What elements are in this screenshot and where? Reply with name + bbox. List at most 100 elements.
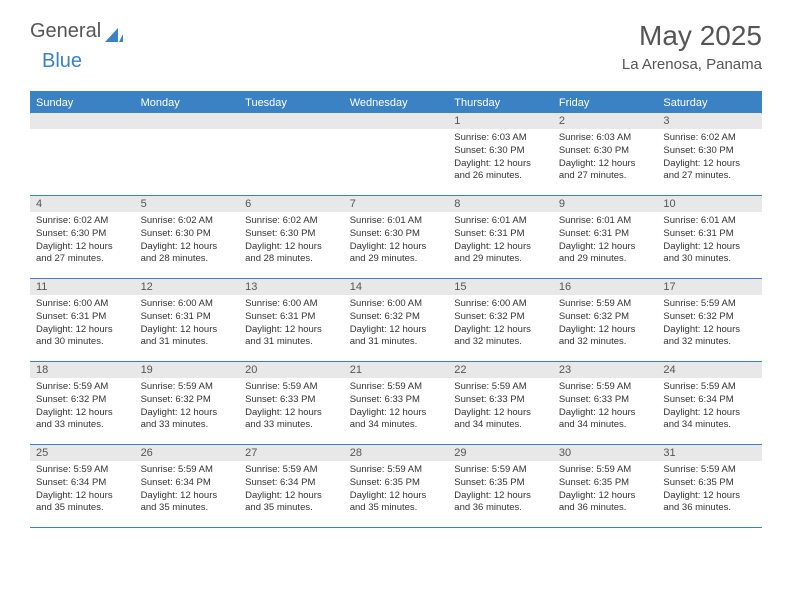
day-details: Sunrise: 6:01 AMSunset: 6:31 PMDaylight:… [657, 212, 762, 269]
empty-day-bar [135, 113, 240, 129]
day-number: 1 [448, 113, 553, 129]
day-cell: 8Sunrise: 6:01 AMSunset: 6:31 PMDaylight… [448, 196, 553, 278]
sunrise-text: Sunrise: 5:59 AM [350, 464, 443, 477]
day-number: 16 [553, 279, 658, 295]
sunrise-text: Sunrise: 6:02 AM [36, 215, 129, 228]
sunrise-text: Sunrise: 5:59 AM [141, 381, 234, 394]
daylight-text: Daylight: 12 hours [245, 490, 338, 503]
sunset-text: Sunset: 6:31 PM [454, 228, 547, 241]
day-details: Sunrise: 6:00 AMSunset: 6:31 PMDaylight:… [239, 295, 344, 352]
day-number: 2 [553, 113, 658, 129]
logo-sail-icon [105, 25, 123, 39]
day-cell: 23Sunrise: 5:59 AMSunset: 6:33 PMDayligh… [553, 362, 658, 444]
sunrise-text: Sunrise: 5:59 AM [559, 464, 652, 477]
sunrise-text: Sunrise: 6:01 AM [350, 215, 443, 228]
daylight-text: Daylight: 12 hours [245, 324, 338, 337]
sunset-text: Sunset: 6:30 PM [141, 228, 234, 241]
daylight-text: Daylight: 12 hours [663, 490, 756, 503]
day-number: 26 [135, 445, 240, 461]
day-number: 9 [553, 196, 658, 212]
day-details: Sunrise: 6:02 AMSunset: 6:30 PMDaylight:… [657, 129, 762, 186]
day-number: 21 [344, 362, 449, 378]
day-cell: 14Sunrise: 6:00 AMSunset: 6:32 PMDayligh… [344, 279, 449, 361]
sunset-text: Sunset: 6:32 PM [559, 311, 652, 324]
empty-day-bar [239, 113, 344, 129]
day-details: Sunrise: 6:01 AMSunset: 6:31 PMDaylight:… [448, 212, 553, 269]
day-cell: 29Sunrise: 5:59 AMSunset: 6:35 PMDayligh… [448, 445, 553, 527]
sunrise-text: Sunrise: 5:59 AM [36, 464, 129, 477]
sunset-text: Sunset: 6:30 PM [559, 145, 652, 158]
daylight-text: Daylight: 12 hours [559, 490, 652, 503]
daylight-text: Daylight: 12 hours [141, 241, 234, 254]
weekday-header-row: Sunday Monday Tuesday Wednesday Thursday… [30, 93, 762, 113]
day-details: Sunrise: 6:02 AMSunset: 6:30 PMDaylight:… [135, 212, 240, 269]
daylight-text: Daylight: 12 hours [454, 490, 547, 503]
daylight-text: Daylight: 12 hours [559, 324, 652, 337]
daylight-text: and 33 minutes. [141, 419, 234, 432]
day-cell: 27Sunrise: 5:59 AMSunset: 6:34 PMDayligh… [239, 445, 344, 527]
day-number: 30 [553, 445, 658, 461]
day-details: Sunrise: 6:00 AMSunset: 6:31 PMDaylight:… [135, 295, 240, 352]
day-cell: 1Sunrise: 6:03 AMSunset: 6:30 PMDaylight… [448, 113, 553, 195]
daylight-text: and 31 minutes. [350, 336, 443, 349]
day-number: 23 [553, 362, 658, 378]
sunset-text: Sunset: 6:32 PM [36, 394, 129, 407]
sunrise-text: Sunrise: 5:59 AM [559, 381, 652, 394]
day-number: 25 [30, 445, 135, 461]
day-cell: 30Sunrise: 5:59 AMSunset: 6:35 PMDayligh… [553, 445, 658, 527]
daylight-text: Daylight: 12 hours [245, 407, 338, 420]
daylight-text: Daylight: 12 hours [559, 241, 652, 254]
day-number: 6 [239, 196, 344, 212]
sunset-text: Sunset: 6:32 PM [663, 311, 756, 324]
daylight-text: and 26 minutes. [454, 170, 547, 183]
day-cell: 12Sunrise: 6:00 AMSunset: 6:31 PMDayligh… [135, 279, 240, 361]
sunset-text: Sunset: 6:35 PM [663, 477, 756, 490]
weekday-header: Monday [135, 93, 240, 113]
daylight-text: and 31 minutes. [141, 336, 234, 349]
day-number: 19 [135, 362, 240, 378]
sunset-text: Sunset: 6:31 PM [141, 311, 234, 324]
daylight-text: and 29 minutes. [559, 253, 652, 266]
day-details: Sunrise: 5:59 AMSunset: 6:34 PMDaylight:… [135, 461, 240, 518]
weeks-container: 1Sunrise: 6:03 AMSunset: 6:30 PMDaylight… [30, 113, 762, 528]
daylight-text: and 33 minutes. [245, 419, 338, 432]
day-number: 12 [135, 279, 240, 295]
empty-day-cell [135, 113, 240, 195]
sunset-text: Sunset: 6:31 PM [663, 228, 756, 241]
week-row: 18Sunrise: 5:59 AMSunset: 6:32 PMDayligh… [30, 362, 762, 445]
sunset-text: Sunset: 6:30 PM [663, 145, 756, 158]
sunset-text: Sunset: 6:34 PM [36, 477, 129, 490]
sunset-text: Sunset: 6:33 PM [454, 394, 547, 407]
sunrise-text: Sunrise: 5:59 AM [245, 464, 338, 477]
daylight-text: and 33 minutes. [36, 419, 129, 432]
sunrise-text: Sunrise: 6:02 AM [663, 132, 756, 145]
sunrise-text: Sunrise: 5:59 AM [663, 464, 756, 477]
day-cell: 28Sunrise: 5:59 AMSunset: 6:35 PMDayligh… [344, 445, 449, 527]
day-details: Sunrise: 5:59 AMSunset: 6:32 PMDaylight:… [30, 378, 135, 435]
sunrise-text: Sunrise: 5:59 AM [350, 381, 443, 394]
day-number: 7 [344, 196, 449, 212]
sunset-text: Sunset: 6:32 PM [454, 311, 547, 324]
sunrise-text: Sunrise: 5:59 AM [141, 464, 234, 477]
day-cell: 3Sunrise: 6:02 AMSunset: 6:30 PMDaylight… [657, 113, 762, 195]
daylight-text: and 34 minutes. [559, 419, 652, 432]
daylight-text: Daylight: 12 hours [141, 490, 234, 503]
day-details: Sunrise: 6:01 AMSunset: 6:31 PMDaylight:… [553, 212, 658, 269]
day-cell: 20Sunrise: 5:59 AMSunset: 6:33 PMDayligh… [239, 362, 344, 444]
empty-day-cell [30, 113, 135, 195]
daylight-text: Daylight: 12 hours [559, 158, 652, 171]
calendar-grid: Sunday Monday Tuesday Wednesday Thursday… [30, 91, 762, 528]
day-cell: 17Sunrise: 5:59 AMSunset: 6:32 PMDayligh… [657, 279, 762, 361]
day-cell: 31Sunrise: 5:59 AMSunset: 6:35 PMDayligh… [657, 445, 762, 527]
day-number: 27 [239, 445, 344, 461]
sunset-text: Sunset: 6:34 PM [663, 394, 756, 407]
day-details: Sunrise: 5:59 AMSunset: 6:32 PMDaylight:… [553, 295, 658, 352]
daylight-text: Daylight: 12 hours [350, 490, 443, 503]
day-number: 15 [448, 279, 553, 295]
daylight-text: Daylight: 12 hours [36, 407, 129, 420]
sunset-text: Sunset: 6:33 PM [350, 394, 443, 407]
daylight-text: and 32 minutes. [559, 336, 652, 349]
sunset-text: Sunset: 6:31 PM [36, 311, 129, 324]
weekday-header: Sunday [30, 93, 135, 113]
daylight-text: Daylight: 12 hours [454, 407, 547, 420]
